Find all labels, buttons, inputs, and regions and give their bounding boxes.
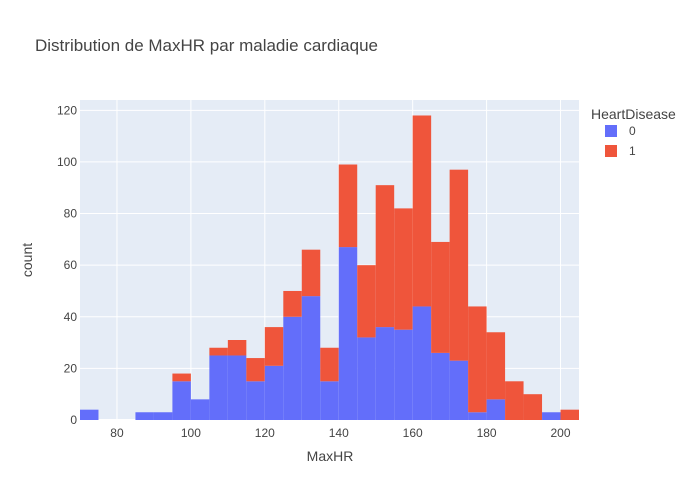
x-tick-label: 200 xyxy=(551,426,571,440)
bar-heartdisease-0 xyxy=(135,412,154,420)
bar-heartdisease-0 xyxy=(412,306,432,420)
bar-heartdisease-1 xyxy=(283,290,302,317)
bar-heartdisease-0 xyxy=(172,381,191,420)
y-tick-label: 20 xyxy=(64,361,78,375)
legend-label-0: 0 xyxy=(629,124,636,138)
bar-heartdisease-0 xyxy=(357,337,376,420)
x-tick-label: 180 xyxy=(477,426,497,440)
bar-heartdisease-0 xyxy=(320,381,339,420)
bar-heartdisease-1 xyxy=(172,373,191,382)
y-tick-label: 40 xyxy=(64,310,78,324)
bar-heartdisease-0 xyxy=(80,409,99,420)
bar-heartdisease-0 xyxy=(283,316,302,420)
legend-swatch-0 xyxy=(605,125,617,137)
bar-heartdisease-0 xyxy=(394,329,413,420)
bar-heartdisease-1 xyxy=(486,332,506,400)
y-axis-title: count xyxy=(19,243,35,277)
x-tick-label: 100 xyxy=(181,426,201,440)
bar-heartdisease-0 xyxy=(301,296,321,420)
bar-heartdisease-0 xyxy=(190,399,210,420)
bar-heartdisease-0 xyxy=(338,247,358,420)
y-axis-ticks: 0 20 40 60 80 100 120 xyxy=(57,103,77,427)
bar-heartdisease-0 xyxy=(542,412,561,420)
x-tick-label: 80 xyxy=(110,426,124,440)
bar-heartdisease-1 xyxy=(301,249,321,297)
bar-heartdisease-1 xyxy=(320,347,339,382)
y-tick-label: 100 xyxy=(57,155,77,169)
bar-heartdisease-1 xyxy=(375,185,395,328)
bar-heartdisease-1 xyxy=(431,241,450,353)
bar-heartdisease-0 xyxy=(486,399,506,420)
bar-heartdisease-1 xyxy=(505,381,524,420)
y-tick-label: 120 xyxy=(57,103,77,117)
legend-title: HeartDisease xyxy=(591,106,676,122)
bar-heartdisease-1 xyxy=(357,265,376,338)
y-tick-label: 0 xyxy=(70,413,77,427)
bar-heartdisease-1 xyxy=(394,208,413,330)
bar-heartdisease-0 xyxy=(375,327,395,420)
x-tick-label: 140 xyxy=(329,426,349,440)
bar-heartdisease-0 xyxy=(227,355,247,420)
bar-heartdisease-1 xyxy=(468,306,487,413)
legend: HeartDisease 0 1 xyxy=(591,106,676,158)
bar-heartdisease-1 xyxy=(264,327,284,366)
bar-heartdisease-1 xyxy=(246,358,265,382)
x-axis-ticks: 80 100 120 140 160 180 200 xyxy=(110,426,571,440)
bar-heartdisease-1 xyxy=(227,340,247,356)
bar-heartdisease-1 xyxy=(412,115,432,307)
bar-heartdisease-1 xyxy=(560,409,579,420)
x-axis-title: MaxHR xyxy=(307,448,354,464)
legend-swatch-1 xyxy=(605,145,617,157)
bar-heartdisease-0 xyxy=(153,412,173,420)
bar-heartdisease-0 xyxy=(468,412,487,420)
legend-label-1: 1 xyxy=(629,144,636,158)
bar-heartdisease-1 xyxy=(338,164,358,248)
bar-heartdisease-0 xyxy=(264,365,284,420)
x-tick-label: 120 xyxy=(255,426,275,440)
bar-heartdisease-1 xyxy=(209,347,228,356)
bar-heartdisease-0 xyxy=(246,381,265,420)
bar-heartdisease-1 xyxy=(449,169,469,361)
bar-heartdisease-0 xyxy=(209,355,228,420)
bars xyxy=(80,115,579,420)
y-tick-label: 80 xyxy=(64,207,78,221)
bar-heartdisease-1 xyxy=(523,394,543,420)
chart-title: Distribution de MaxHR par maladie cardia… xyxy=(35,36,378,55)
bar-heartdisease-0 xyxy=(431,352,450,420)
bar-heartdisease-0 xyxy=(449,360,469,420)
x-tick-label: 160 xyxy=(403,426,423,440)
y-tick-label: 60 xyxy=(64,258,78,272)
